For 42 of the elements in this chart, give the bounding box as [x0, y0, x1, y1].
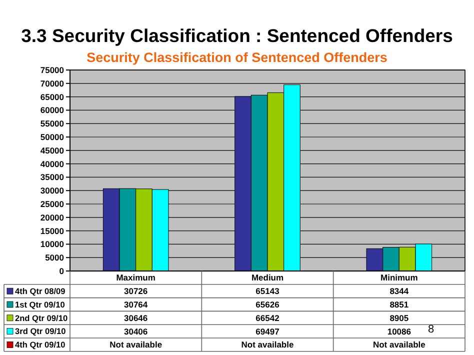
x-tick-label: Maximum [116, 272, 156, 283]
y-tick-label: 40000 [40, 158, 64, 169]
legend-label: 4th Qtr 09/10 [15, 340, 66, 350]
data-label: 65143 [256, 286, 280, 296]
y-tick-label: 50000 [40, 132, 64, 142]
chart-subtitle: Security Classification of Sentenced Offenders [86, 50, 388, 65]
data-label: 69497 [256, 326, 280, 336]
y-tick-label: 20000 [40, 212, 64, 222]
y-tick-label: 65000 [40, 92, 64, 102]
y-tick-label: 10000 [40, 239, 64, 250]
y-tick-label: 0 [59, 266, 64, 276]
legend-label: 3rd Qtr 09/10 [15, 326, 66, 336]
y-tick-label: 60000 [40, 105, 64, 116]
y-tick-label: 70000 [40, 78, 64, 88]
data-label: 8344 [390, 286, 409, 296]
legend-label: 1st Qtr 09/10 [15, 299, 66, 310]
data-label: 30726 [124, 286, 148, 296]
data-label: 10086 [387, 326, 412, 336]
text: Not available [372, 340, 426, 350]
data-label: 30764 [124, 299, 148, 310]
data-label: 30646 [124, 312, 148, 323]
legend-label: 4th Qtr 08/09 [15, 286, 66, 296]
data-label: 66542 [256, 312, 280, 323]
y-tick-label: 45000 [40, 145, 64, 156]
chart-title: 3.3 Security Classification : Sentenced Offenders [21, 25, 453, 46]
text: Not available [110, 340, 162, 350]
y-tick-label: 55000 [40, 118, 64, 129]
data-label: 8851 [390, 299, 409, 310]
data-label: 65626 [256, 299, 280, 310]
text: 8 [428, 324, 434, 336]
text: Not available [241, 340, 294, 350]
y-tick-label: 5000 [45, 252, 64, 263]
x-tick-label: Medium [251, 272, 284, 283]
data-label: 8905 [390, 312, 409, 323]
data-label: 30406 [124, 326, 148, 336]
y-tick-label: 15000 [40, 226, 64, 236]
y-tick-label: 35000 [40, 172, 64, 182]
y-tick-label: 75000 [40, 64, 64, 75]
y-tick-label: 30000 [40, 186, 64, 196]
y-tick-label: 25000 [40, 198, 64, 209]
legend-label: 2nd Qtr 09/10 [15, 312, 68, 323]
x-tick-label: Minimum [380, 272, 418, 283]
